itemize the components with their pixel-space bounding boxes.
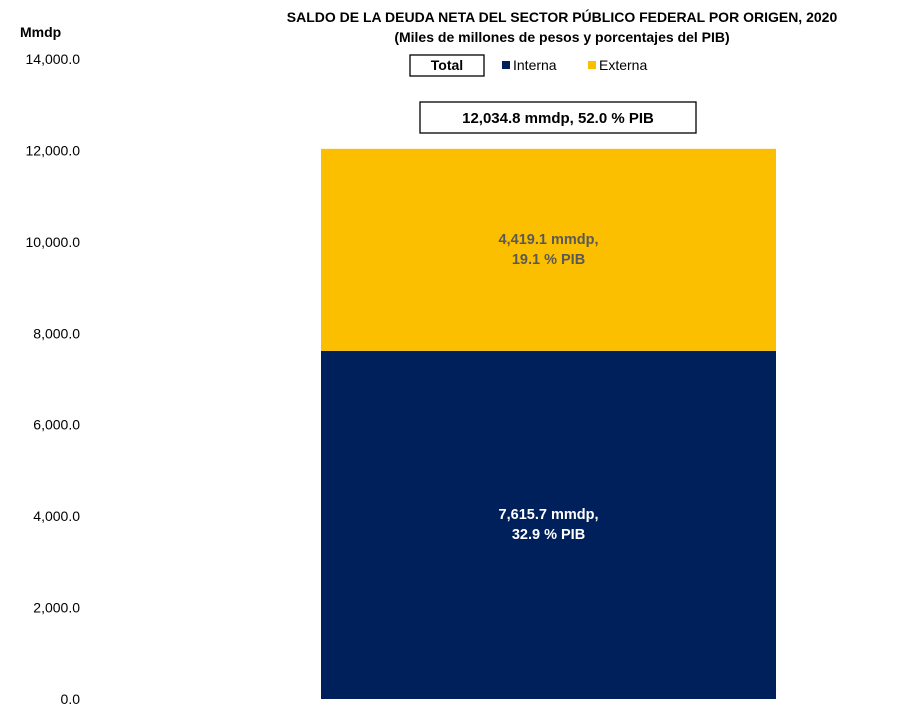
total-label: 12,034.8 mmdp, 52.0 % PIB — [462, 110, 654, 127]
segment-label-interna: 32.9 % PIB — [512, 527, 585, 543]
y-tick-label: 8,000.0 — [33, 325, 80, 341]
bar-segment-externa — [321, 148, 776, 351]
segment-label-externa: 4,419.1 mmdp, — [499, 232, 599, 248]
legend-total-label: Total — [431, 57, 463, 73]
legend-total-box — [409, 54, 485, 77]
y-tick-label: 12,000.0 — [26, 142, 81, 158]
segment-label-interna: 7,615.7 mmdp, — [499, 507, 599, 523]
y-tick-label: 14,000.0 — [26, 51, 81, 67]
y-tick-label: 2,000.0 — [33, 600, 80, 616]
legend-label-interna: Interna — [513, 57, 557, 73]
y-tick-label: 0.0 — [61, 691, 81, 707]
y-axis-unit-label: Mmdp — [20, 24, 61, 40]
y-axis: 0.0 2,000.0 4,000.0 6,000.0 8,000.0 10,000.0 1… — [26, 51, 81, 707]
segment-label-externa: 19.1 % PIB — [512, 252, 585, 268]
legend-swatch-interna — [502, 61, 510, 69]
chart-subtitle: (Miles de millones de pesos y porcentaje… — [394, 29, 729, 45]
y-tick-label: 10,000.0 — [26, 234, 81, 250]
legend: Total Interna Externa — [409, 54, 647, 77]
total-annotation: 12,034.8 mmdp, 52.0 % PIB — [419, 101, 697, 134]
chart-title: SALDO DE LA DEUDA NETA DEL SECTOR PÚBLIC… — [287, 8, 838, 25]
legend-label-externa: Externa — [599, 57, 647, 73]
bar-segment-interna — [321, 350, 776, 699]
segment-labels: 7,615.7 mmdp, 32.9 % PIB 4,419.1 mmdp, 19.1… — [499, 232, 599, 543]
bar-stack — [321, 148, 776, 699]
legend-swatch-externa — [588, 61, 596, 69]
y-tick-label: 6,000.0 — [33, 417, 80, 433]
y-tick-label: 4,000.0 — [33, 508, 80, 524]
total-box — [419, 101, 697, 134]
